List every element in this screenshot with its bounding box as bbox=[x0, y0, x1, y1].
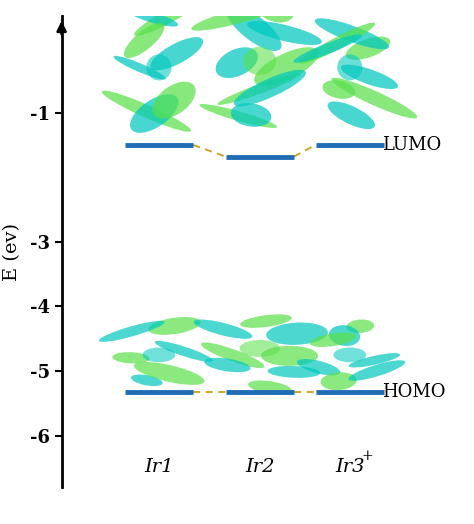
Text: LUMO: LUMO bbox=[382, 136, 441, 154]
Ellipse shape bbox=[112, 352, 150, 364]
Text: Ir1: Ir1 bbox=[144, 458, 173, 476]
Ellipse shape bbox=[134, 362, 204, 385]
Ellipse shape bbox=[226, 5, 282, 51]
Ellipse shape bbox=[193, 320, 253, 339]
Ellipse shape bbox=[261, 346, 318, 366]
Text: HOMO: HOMO bbox=[382, 383, 446, 401]
Ellipse shape bbox=[131, 375, 163, 386]
Ellipse shape bbox=[155, 341, 213, 362]
Ellipse shape bbox=[322, 80, 356, 99]
Ellipse shape bbox=[128, 9, 178, 27]
Ellipse shape bbox=[346, 37, 391, 60]
Ellipse shape bbox=[293, 35, 362, 63]
Ellipse shape bbox=[152, 82, 196, 118]
Ellipse shape bbox=[240, 314, 292, 328]
Ellipse shape bbox=[247, 21, 322, 45]
Ellipse shape bbox=[201, 343, 264, 368]
Ellipse shape bbox=[248, 380, 292, 395]
Ellipse shape bbox=[267, 366, 320, 378]
Ellipse shape bbox=[255, 0, 295, 23]
Ellipse shape bbox=[150, 37, 203, 70]
Ellipse shape bbox=[218, 73, 301, 105]
Ellipse shape bbox=[148, 317, 201, 335]
Ellipse shape bbox=[146, 54, 172, 80]
Ellipse shape bbox=[297, 359, 340, 375]
Ellipse shape bbox=[114, 56, 165, 80]
Ellipse shape bbox=[310, 333, 356, 347]
Ellipse shape bbox=[130, 94, 179, 133]
Text: Ir3: Ir3 bbox=[335, 458, 365, 476]
Ellipse shape bbox=[341, 64, 398, 89]
Ellipse shape bbox=[99, 321, 164, 342]
Ellipse shape bbox=[239, 340, 280, 357]
Ellipse shape bbox=[102, 91, 191, 132]
Ellipse shape bbox=[231, 103, 272, 127]
Ellipse shape bbox=[346, 320, 374, 333]
Ellipse shape bbox=[315, 18, 389, 49]
Text: +: + bbox=[361, 449, 373, 463]
Ellipse shape bbox=[191, 1, 289, 31]
Ellipse shape bbox=[254, 47, 319, 86]
Ellipse shape bbox=[320, 372, 357, 390]
Ellipse shape bbox=[331, 78, 417, 118]
Ellipse shape bbox=[204, 358, 251, 372]
Ellipse shape bbox=[266, 323, 328, 345]
Ellipse shape bbox=[200, 104, 277, 128]
Ellipse shape bbox=[134, 0, 208, 36]
Ellipse shape bbox=[349, 353, 400, 367]
Ellipse shape bbox=[143, 347, 175, 362]
Y-axis label: E (ev): E (ev) bbox=[3, 223, 21, 280]
Ellipse shape bbox=[329, 325, 360, 346]
Ellipse shape bbox=[234, 70, 306, 106]
Ellipse shape bbox=[337, 54, 363, 80]
Text: Ir2: Ir2 bbox=[245, 458, 274, 476]
Ellipse shape bbox=[328, 102, 375, 129]
Ellipse shape bbox=[124, 23, 164, 58]
Ellipse shape bbox=[300, 23, 375, 64]
Ellipse shape bbox=[333, 347, 366, 362]
Ellipse shape bbox=[243, 47, 276, 75]
Ellipse shape bbox=[216, 47, 258, 78]
Ellipse shape bbox=[348, 361, 405, 381]
